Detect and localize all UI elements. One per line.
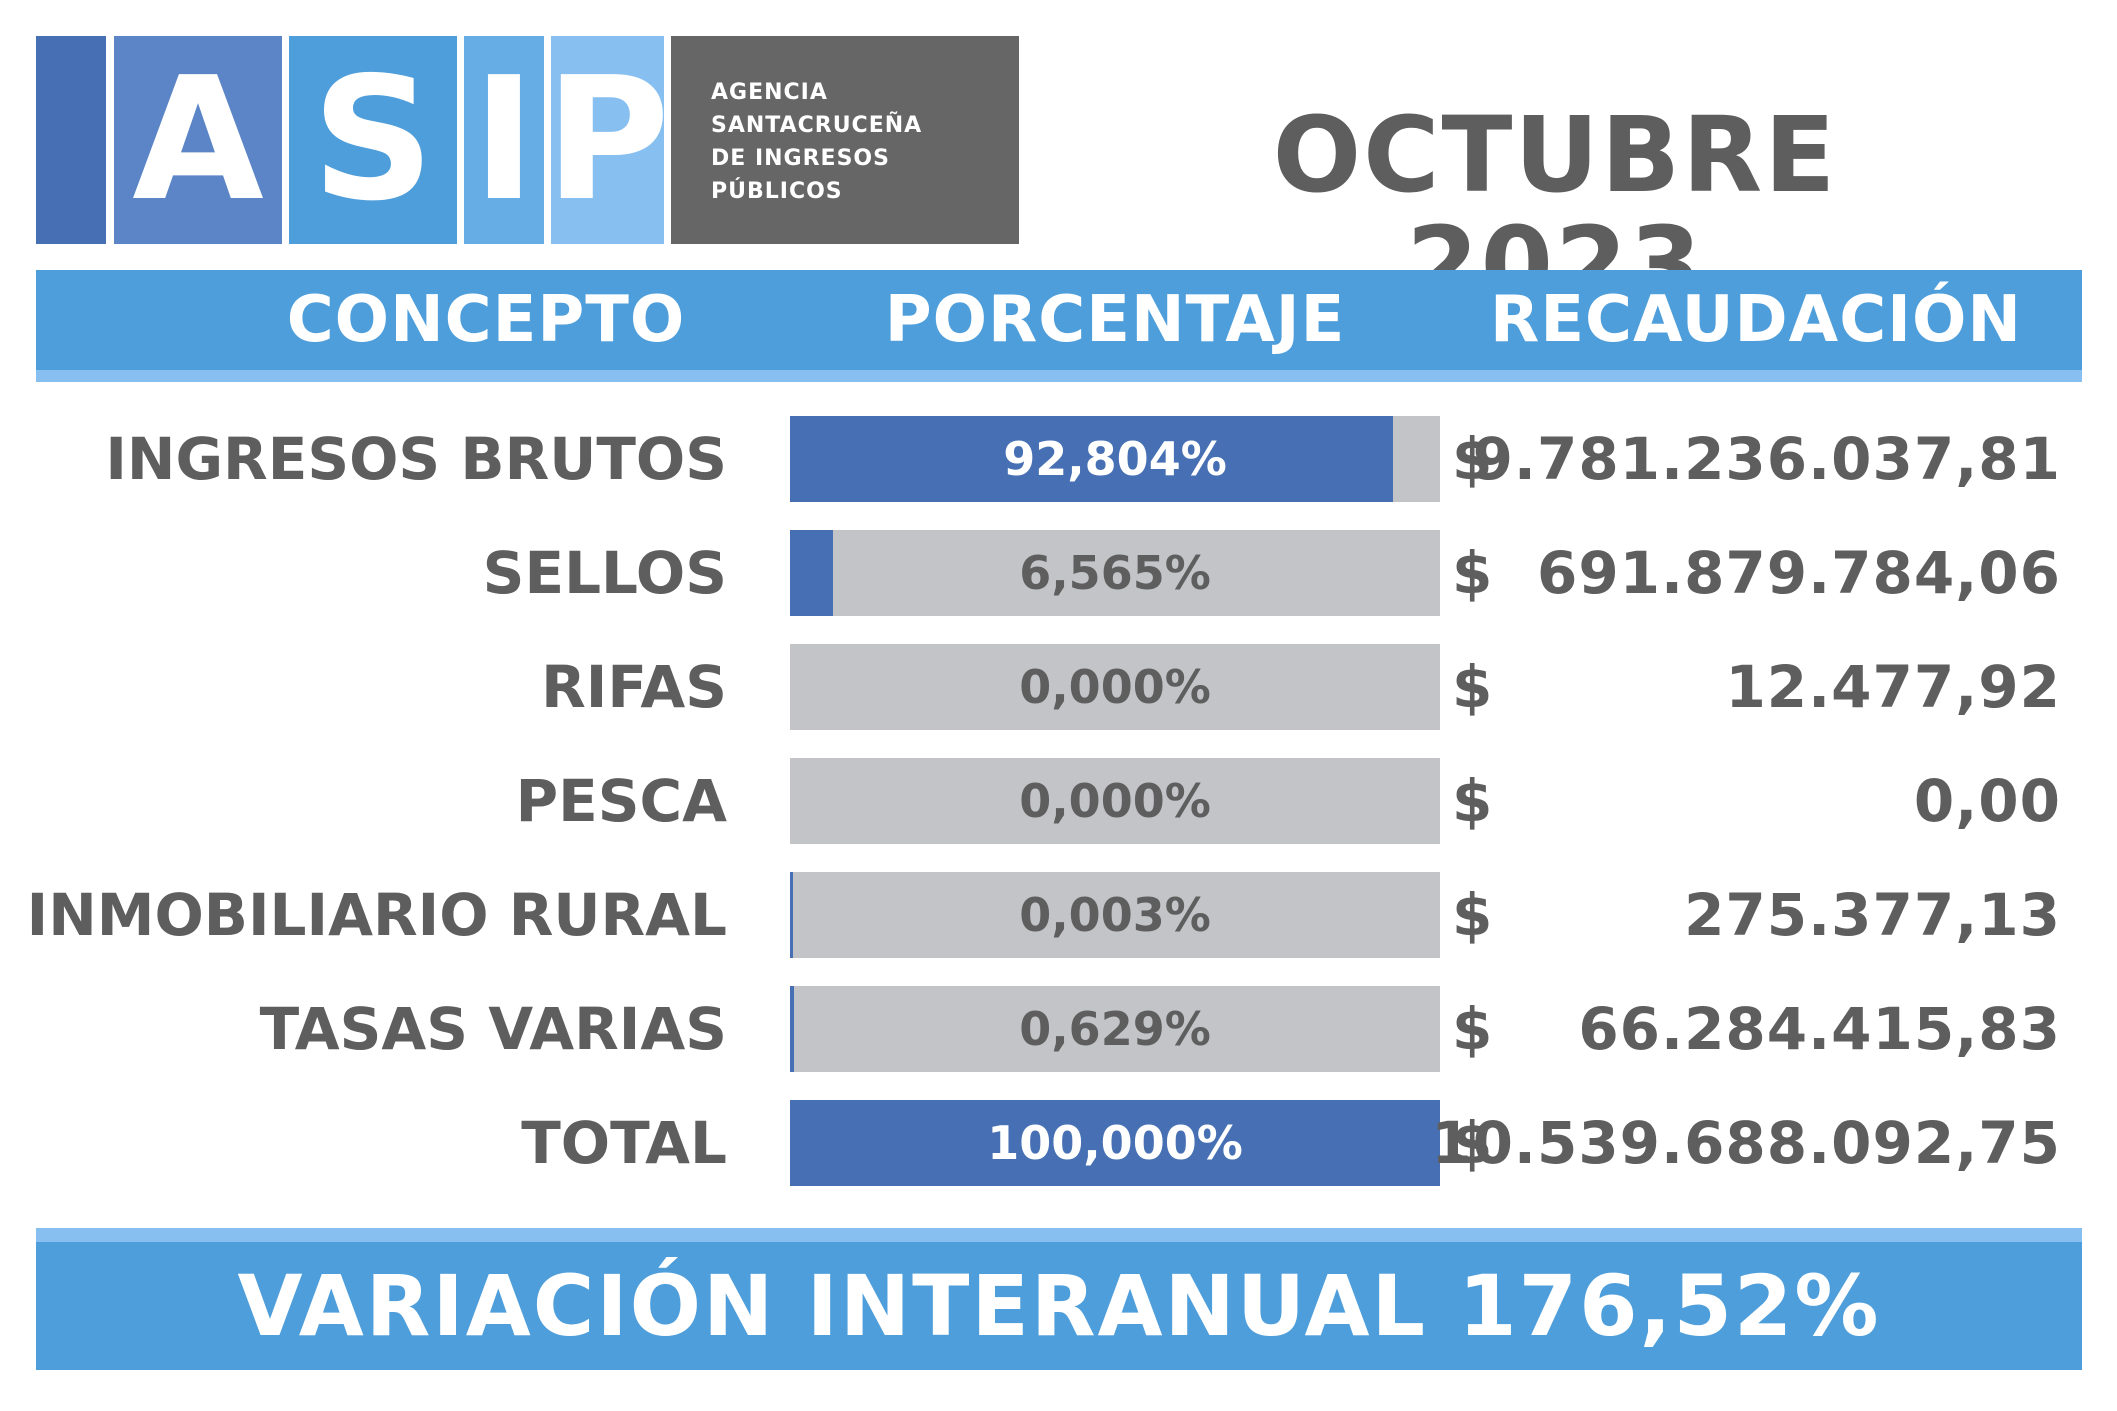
concept-label: SELLOS (482, 539, 727, 607)
percent-label: 92,804% (1003, 432, 1227, 486)
percent-bar-fill (790, 872, 793, 958)
table-row: INGRESOS BRUTOS 92,804% $ 9.781.236.037,… (0, 416, 2117, 502)
currency-symbol: $ (1452, 1109, 1493, 1177)
percent-bar: 0,000% (790, 758, 1440, 844)
amount-value: 0,00 (1913, 767, 2061, 835)
percent-bar-fill (790, 1100, 1440, 1186)
footer-stripe (36, 1228, 2082, 1242)
table-row-total: TOTAL 100,000% $ 10.539.688.092,75 (0, 1100, 2117, 1186)
amount-value: 12.477,92 (1725, 653, 2061, 721)
table-header: CONCEPTO PORCENTAJE RECAUDACIÓN (36, 270, 2082, 382)
column-header-recaudacion: RECAUDACIÓN (1490, 283, 2022, 357)
currency-symbol: $ (1452, 653, 1493, 721)
percent-label: 0,629% (1019, 1002, 1211, 1056)
concept-label: INGRESOS BRUTOS (105, 425, 727, 493)
percent-label: 100,000% (987, 1116, 1243, 1170)
agency-line: PÚBLICOS (711, 179, 843, 204)
amount-value: 691.879.784,06 (1536, 539, 2061, 607)
concept-label: RIFAS (541, 653, 727, 721)
currency-symbol: $ (1452, 425, 1493, 493)
year-over-year-variation: VARIACIÓN INTERANUAL 176,52% (237, 1257, 1881, 1355)
percent-bar: 0,000% (790, 644, 1440, 730)
percent-bar: 0,003% (790, 872, 1440, 958)
logo-letter-i: I (464, 36, 544, 244)
footer-banner: VARIACIÓN INTERANUAL 176,52% (36, 1228, 2082, 1370)
concept-label: TOTAL (521, 1109, 727, 1177)
column-header-porcentaje: PORCENTAJE (884, 283, 1346, 357)
column-header-concepto: CONCEPTO (286, 283, 686, 357)
concept-label: TASAS VARIAS (259, 995, 727, 1063)
logo-letter-s: S (289, 36, 457, 244)
percent-label: 0,000% (1019, 660, 1211, 714)
amount-value: 275.377,13 (1684, 881, 2061, 949)
concept-label: INMOBILIARIO RURAL (26, 881, 727, 949)
table-row: SELLOS 6,565% $ 691.879.784,06 (0, 530, 2117, 616)
logo-letter-p: P (545, 36, 670, 244)
amount-value: 66.284.415,83 (1578, 995, 2061, 1063)
agency-line: AGENCIA (711, 80, 828, 105)
table-row: PESCA 0,000% $ 0,00 (0, 758, 2117, 844)
percent-label: 6,565% (1019, 546, 1211, 600)
currency-symbol: $ (1452, 881, 1493, 949)
percent-bar: 92,804% (790, 416, 1440, 502)
table-row: TASAS VARIAS 0,629% $ 66.284.415,83 (0, 986, 2117, 1072)
percent-label: 0,003% (1019, 888, 1211, 942)
percent-bar-fill (790, 986, 795, 1072)
percent-bar: 0,629% (790, 986, 1440, 1072)
agency-name: AGENCIA SANTACRUCEÑA DE INGRESOS PÚBLICO… (671, 36, 1019, 244)
logo-letter-a: A (114, 36, 282, 244)
agency-line: DE INGRESOS (711, 146, 890, 171)
table-row: RIFAS 0,000% $ 12.477,92 (0, 644, 2117, 730)
logo-strip (36, 36, 106, 244)
percent-bar-fill (790, 530, 833, 616)
table-row: INMOBILIARIO RURAL 0,003% $ 275.377,13 (0, 872, 2117, 958)
currency-symbol: $ (1452, 995, 1493, 1063)
percent-bar: 100,000% (790, 1100, 1440, 1186)
concept-label: PESCA (515, 767, 727, 835)
amount-value: 10.539.688.092,75 (1431, 1109, 2061, 1177)
currency-symbol: $ (1452, 539, 1493, 607)
percent-bar-fill (790, 416, 1394, 502)
header-stripe (36, 370, 2082, 382)
agency-line: SANTACRUCEÑA (711, 113, 923, 138)
percent-label: 0,000% (1019, 774, 1211, 828)
percent-bar: 6,565% (790, 530, 1440, 616)
currency-symbol: $ (1452, 767, 1493, 835)
amount-value: 9.781.236.037,81 (1472, 425, 2061, 493)
